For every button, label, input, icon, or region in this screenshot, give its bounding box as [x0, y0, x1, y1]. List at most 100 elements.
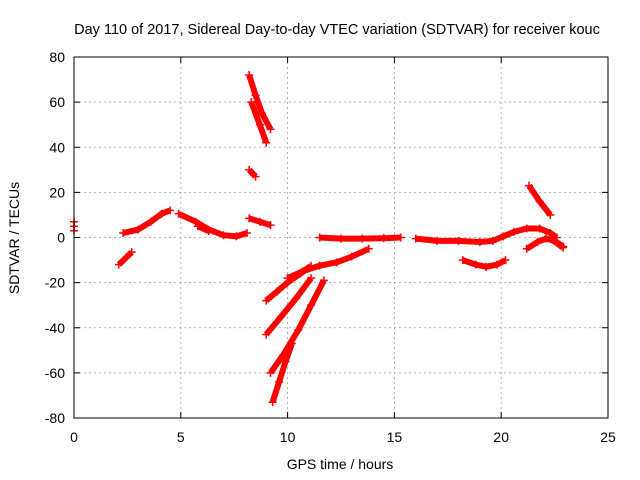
y-tick-label: 20 [49, 184, 65, 200]
data-point [315, 261, 324, 270]
data-point [332, 258, 341, 267]
data-point [251, 91, 260, 100]
data-point [193, 222, 202, 231]
data-layer [70, 71, 568, 407]
data-point [251, 172, 260, 181]
data-point [337, 234, 345, 243]
data-point [524, 181, 533, 190]
data-point [134, 225, 143, 234]
data-point [204, 227, 213, 236]
x-tick-label: 0 [70, 429, 78, 445]
data-track [550, 237, 565, 251]
data-point [255, 120, 264, 129]
data-point [364, 244, 373, 253]
x-axis-label: GPS time / hours [287, 456, 394, 472]
y-tick-label: 0 [57, 230, 65, 246]
data-point [379, 234, 388, 243]
data-point [266, 221, 275, 230]
data-track [247, 167, 258, 179]
data-point [454, 236, 463, 245]
data-track [196, 223, 210, 234]
data-track [269, 342, 295, 404]
data-point [287, 339, 296, 348]
data-point [492, 260, 501, 269]
data-point [266, 125, 275, 134]
x-tick-label: 20 [493, 429, 509, 445]
data-point [535, 197, 544, 206]
data-point [219, 231, 228, 240]
data-track [286, 246, 371, 281]
data-point [488, 236, 497, 245]
data-point [174, 209, 183, 218]
data-point [475, 238, 484, 247]
data-point [471, 260, 480, 269]
data-point [262, 138, 271, 147]
y-tick-label: 60 [49, 94, 65, 110]
y-tick-label: -40 [45, 320, 65, 336]
data-point [275, 377, 284, 386]
data-track [246, 74, 274, 131]
data-point [533, 238, 542, 247]
y-tick-label: -80 [45, 410, 65, 426]
y-tick-label: -60 [45, 365, 65, 381]
data-point [396, 233, 405, 242]
data-point [272, 287, 281, 296]
data-point [458, 256, 467, 265]
data-point [146, 217, 155, 226]
data-point [522, 244, 531, 253]
data-point [548, 235, 557, 244]
x-tick-label: 5 [177, 429, 185, 445]
x-tick-label: 10 [280, 429, 296, 445]
data-point [546, 210, 555, 219]
data-point [157, 209, 166, 218]
data-point [546, 228, 555, 237]
data-point [127, 248, 136, 257]
data-point [262, 296, 271, 305]
data-point [277, 312, 286, 321]
data-point [315, 233, 324, 242]
data-point [266, 368, 275, 377]
data-point [166, 206, 175, 215]
data-point [292, 294, 301, 303]
data-point [298, 267, 307, 276]
data-track [263, 276, 314, 337]
data-point [542, 234, 551, 243]
data-point [307, 301, 316, 310]
data-point [247, 98, 256, 107]
data-point [522, 224, 531, 233]
data-point [245, 214, 254, 223]
data-point [191, 217, 200, 226]
data-point [243, 228, 252, 237]
data-point [283, 274, 292, 283]
data-point [294, 326, 303, 335]
data-point [347, 252, 356, 261]
data-point [307, 274, 316, 283]
data-point [411, 234, 420, 243]
data-track [116, 250, 134, 267]
y-tick-label: -20 [45, 275, 65, 291]
data-point [262, 330, 271, 339]
y-axis-label: SDTVAR / TECUs [6, 182, 22, 294]
x-tick-label: 25 [600, 429, 616, 445]
data-point [559, 243, 568, 252]
data-point [114, 260, 123, 269]
data-point [268, 398, 277, 407]
y-tick-label: 80 [49, 49, 65, 65]
data-point [499, 232, 508, 241]
data-point [245, 165, 254, 174]
data-point [257, 109, 266, 118]
data-point [358, 234, 367, 243]
chart-title: Day 110 of 2017, Sidereal Day-to-day VTE… [74, 22, 600, 38]
data-point [255, 217, 264, 226]
data-point [535, 224, 544, 233]
data-track [461, 257, 507, 270]
data-point [482, 262, 491, 271]
data-point [319, 276, 328, 285]
data-point [245, 71, 254, 80]
data-point [119, 228, 128, 237]
data-point [433, 236, 442, 245]
data-point [281, 357, 290, 366]
data-point [232, 232, 241, 241]
y-tick-label: 40 [49, 139, 65, 155]
